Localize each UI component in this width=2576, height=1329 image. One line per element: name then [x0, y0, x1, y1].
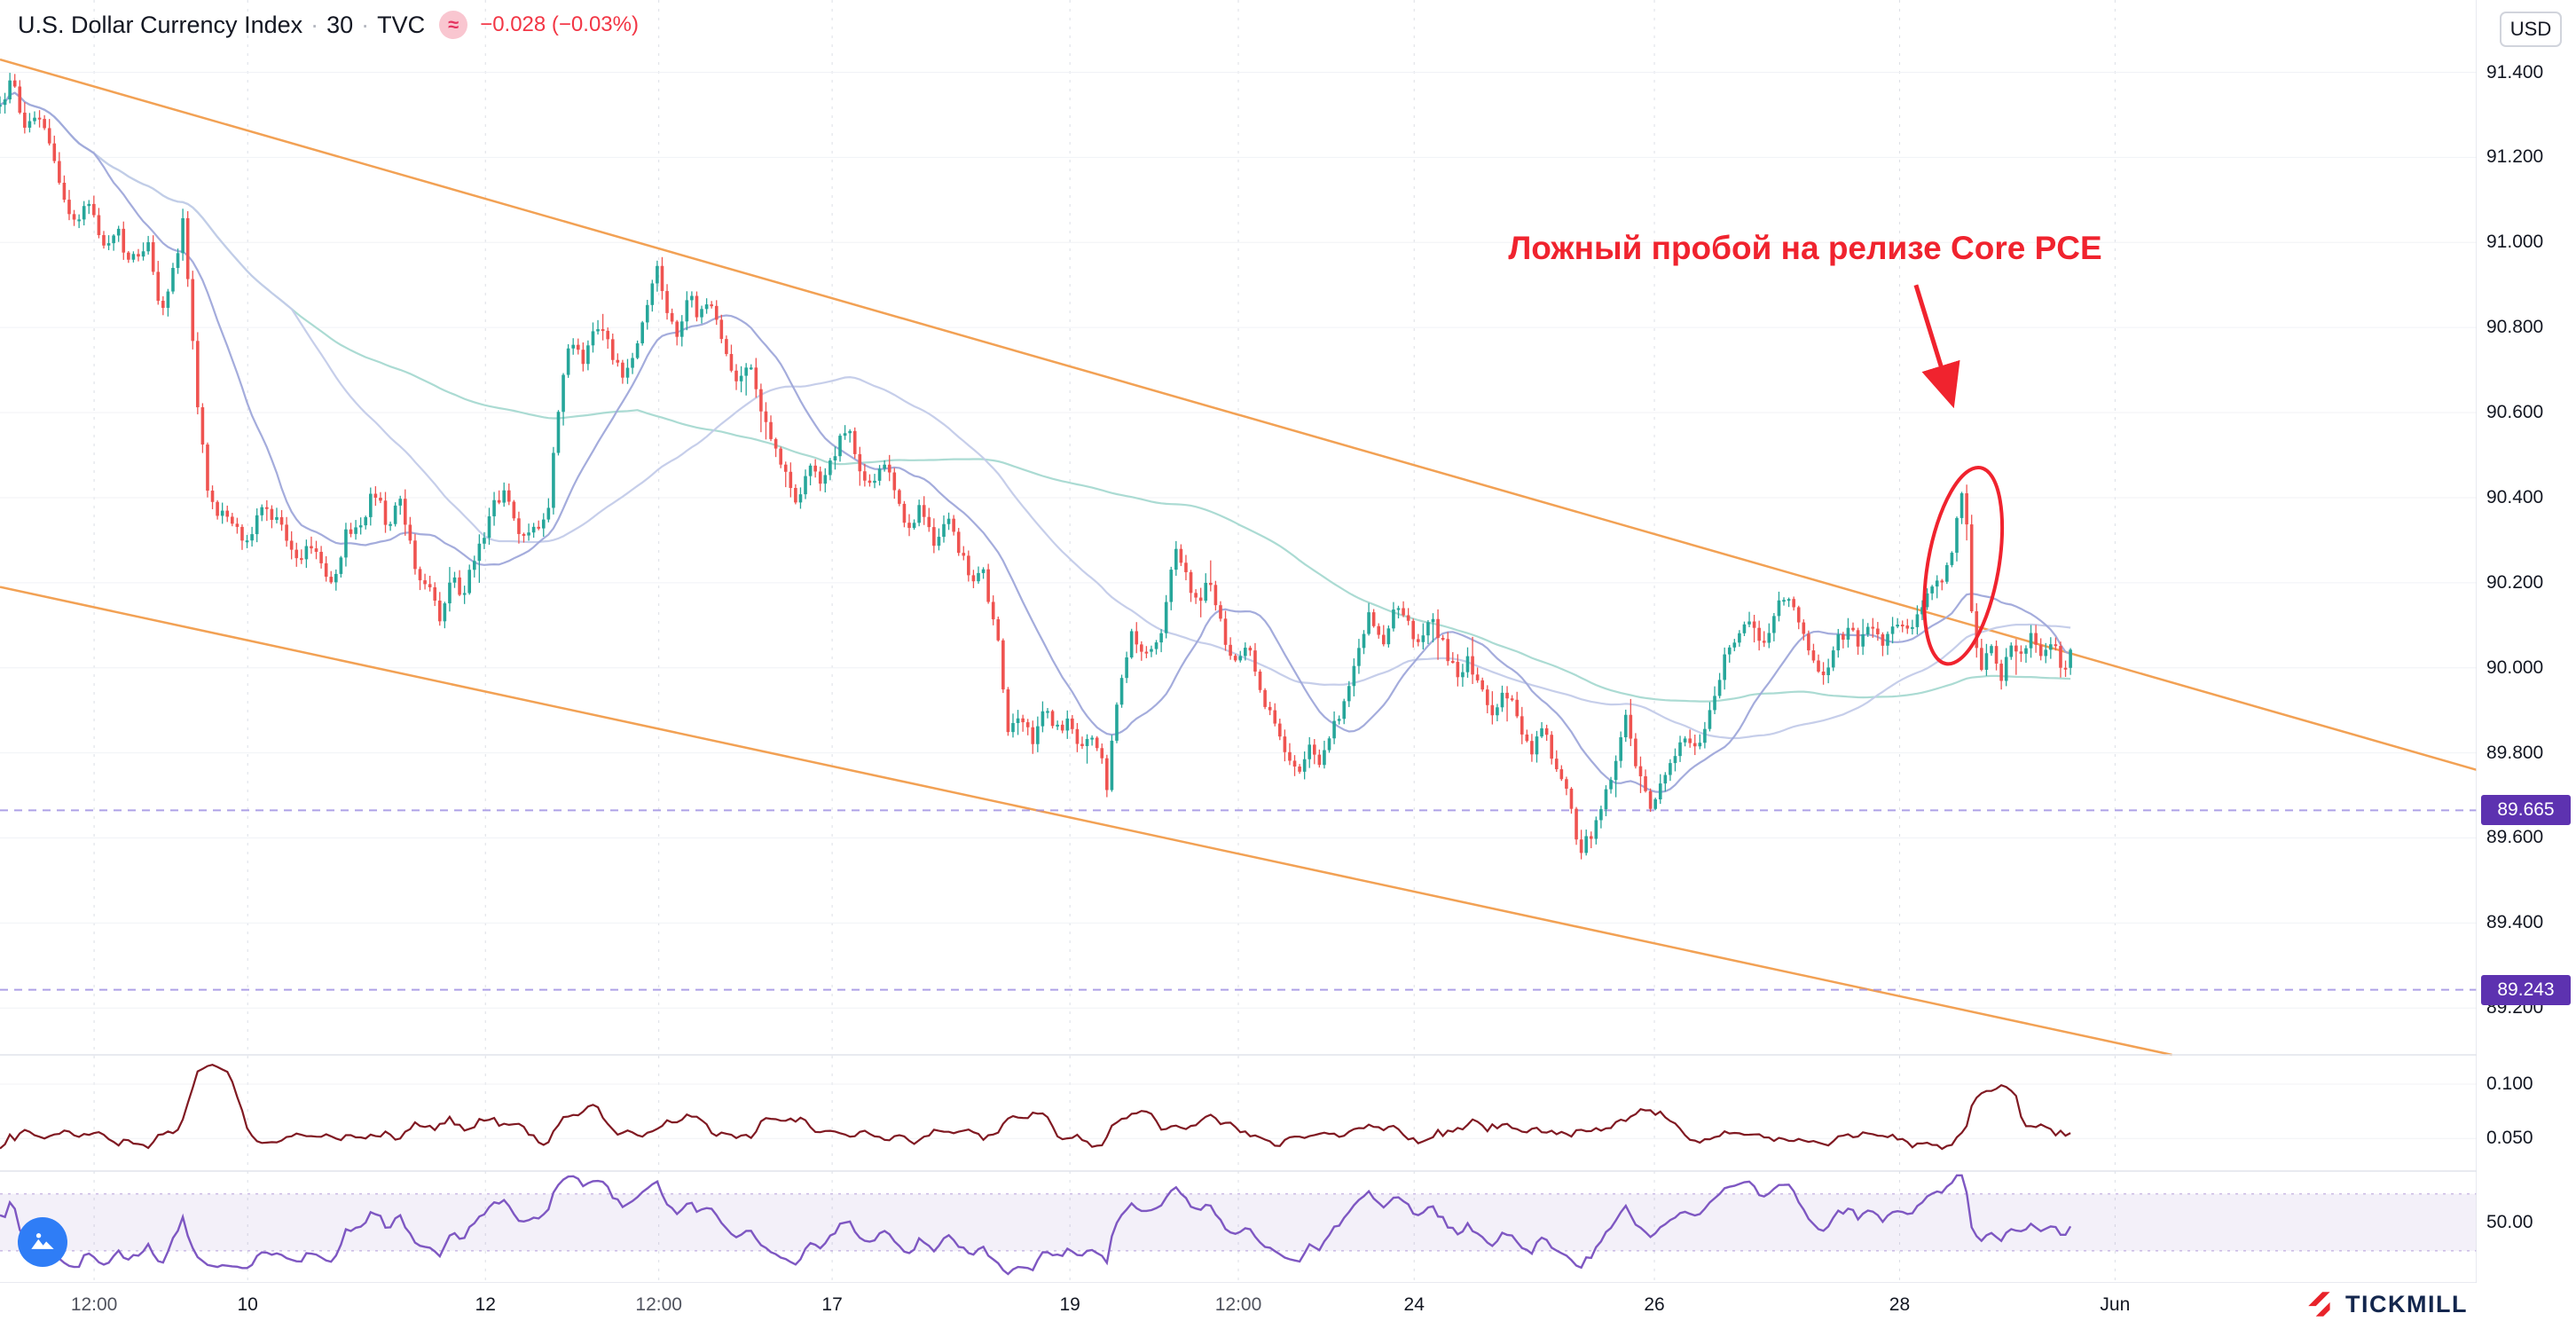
price-axis-label: 90.600 [2486, 402, 2544, 423]
price-axis-label: 89.400 [2486, 912, 2544, 933]
indicator-axis-label: 50.00 [2486, 1211, 2533, 1232]
price-level-tag: 89.243 [2481, 974, 2571, 1005]
time-axis-label: 26 [1644, 1294, 1665, 1315]
time-axis[interactable]: 12:00 10 12 12:00 17 19 12:00 24 26 28 Jun TICKMIL… [0, 1283, 2576, 1329]
currency-toggle-button[interactable]: USD [2500, 12, 2562, 47]
time-axis-label: 12:00 [1214, 1294, 1262, 1315]
time-axis-label: 12 [475, 1294, 496, 1315]
price-axis-label: 90.400 [2486, 486, 2544, 507]
price-axis-label: 89.800 [2486, 742, 2544, 763]
time-axis-label: 12:00 [70, 1294, 118, 1315]
price-axis-label: 90.000 [2486, 657, 2544, 678]
delayed-data-icon[interactable]: ≈ [439, 11, 468, 39]
time-axis-label: 10 [237, 1294, 258, 1315]
interval-label[interactable]: 30 [326, 11, 354, 38]
price-axis-label: 91.400 [2486, 61, 2544, 83]
time-axis-label: 28 [1889, 1294, 1911, 1315]
symbol-title: U.S. Dollar Currency Index [18, 11, 303, 38]
time-axis-label: 19 [1059, 1294, 1080, 1315]
legend-separator: · [310, 11, 319, 38]
time-axis-label: 24 [1403, 1294, 1425, 1315]
price-axis-label: 90.200 [2486, 571, 2544, 593]
annotation-text: Ложный пробой на релизе Core PCE [1508, 229, 2102, 266]
price-axis-label: 90.800 [2486, 317, 2544, 338]
legend-separator: · [361, 11, 370, 38]
broker-logo-text: TICKMILL [2345, 1290, 2468, 1317]
price-axis[interactable]: USD 91.400 91.200 91.000 90.800 90.600 90.400… [2477, 0, 2576, 1283]
price-axis-label: 89.600 [2486, 827, 2544, 848]
price-level-tag: 89.665 [2481, 795, 2571, 826]
time-axis-label: 12:00 [635, 1294, 682, 1315]
exchange-label: TVC [377, 11, 426, 38]
price-axis-label: 91.000 [2486, 232, 2544, 253]
time-axis-labels: 12:00 10 12 12:00 17 19 12:00 24 26 28 Jun [0, 1283, 2576, 1329]
time-axis-label: 17 [821, 1294, 843, 1315]
broker-logo-icon [2308, 1292, 2330, 1317]
price-axis-label: 91.200 [2486, 146, 2544, 168]
broker-logo: TICKMILL [2305, 1288, 2468, 1320]
watermark-logo-icon[interactable] [18, 1217, 67, 1267]
symbol-legend: U.S. Dollar Currency Index · 30 · TVC ≈ … [18, 11, 639, 39]
price-change: −0.028 (−0.03%) [480, 12, 639, 36]
indicator-axis-label: 0.050 [2486, 1128, 2533, 1149]
time-axis-label: Jun [2100, 1294, 2131, 1315]
indicator-axis-label: 0.100 [2486, 1073, 2533, 1095]
